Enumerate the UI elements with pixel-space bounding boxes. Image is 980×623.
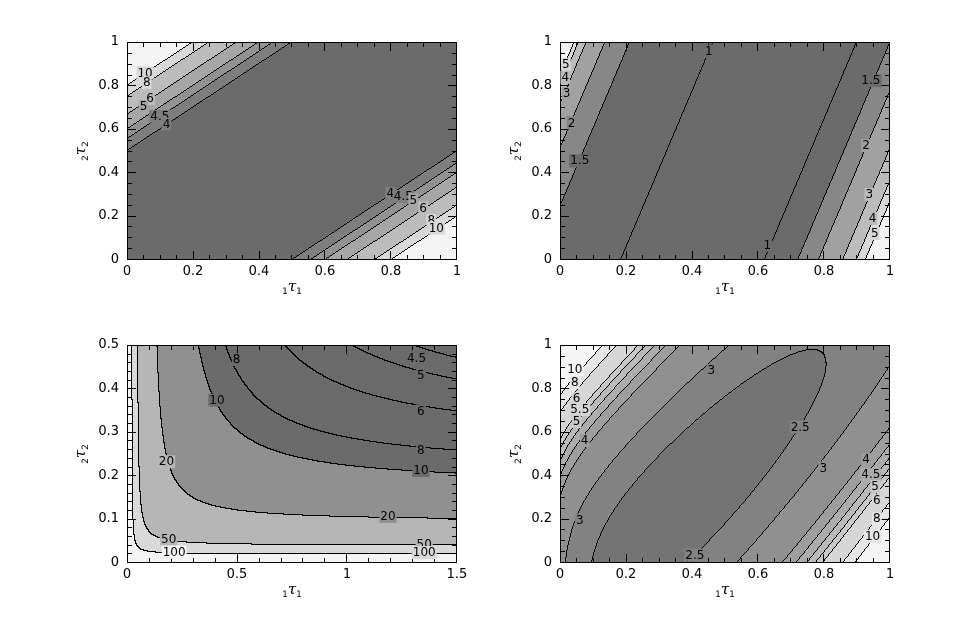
x-tick-label: 0.8 (813, 567, 835, 582)
y-tick-label: 0.8 (531, 380, 552, 396)
x-tick-label: 0.2 (615, 264, 637, 279)
y-tick-label: 0.1 (98, 511, 119, 527)
x-tick-label: 0.2 (182, 264, 204, 279)
y-tick-label: 0 (543, 555, 552, 570)
contour-plot-top-right (560, 42, 890, 260)
y-tick-label: 0.3 (98, 424, 119, 440)
axis-title-prefix: 1 (282, 590, 288, 600)
axis-title-subscript: 2 (514, 444, 524, 450)
axis-title-symbol: τ (287, 277, 297, 295)
x-tick-label: 0 (122, 567, 132, 582)
y-tick-label: 0.6 (98, 121, 119, 137)
y-tick-label: 1 (110, 34, 119, 49)
x-tick-label: 1 (342, 567, 352, 582)
x-axis-title: 1τ1 (282, 277, 302, 297)
x-axis-title: 1τ1 (282, 580, 302, 600)
y-tick-label: 0.2 (98, 467, 119, 483)
y-tick-label: 0.5 (98, 337, 119, 352)
axis-title-prefix: 1 (282, 287, 288, 297)
y-tick-label: 0 (110, 555, 119, 570)
axis-title-prefix: 1 (715, 590, 721, 600)
x-axis-title: 1τ1 (715, 580, 735, 600)
x-tick-label: 0.6 (747, 567, 769, 582)
x-tick-label: 0.2 (615, 567, 637, 582)
y-tick-label: 0 (110, 252, 119, 267)
axis-title-prefix: 2 (514, 458, 524, 464)
axis-title-symbol: τ (720, 277, 730, 295)
axis-title-symbol: τ (504, 449, 522, 459)
x-tick-label: 0 (555, 264, 565, 279)
x-tick-label: 0.4 (681, 567, 703, 582)
contour-plot-top-left (127, 42, 457, 260)
x-tick-label: 1 (885, 264, 895, 279)
y-axis-title: 2τ2 (504, 444, 524, 464)
x-tick-label: 0.5 (226, 567, 248, 582)
x-tick-label: 0.4 (681, 264, 703, 279)
y-tick-label: 0.6 (531, 424, 552, 440)
y-tick-label: 0.4 (98, 380, 119, 396)
x-tick-label: 0.8 (380, 264, 402, 279)
y-tick-label: 0 (543, 252, 552, 267)
axis-title-prefix: 1 (715, 287, 721, 297)
y-tick-label: 1 (543, 34, 552, 49)
contour-plot-bottom-left (127, 345, 457, 563)
y-tick-label: 1 (543, 337, 552, 352)
x-tick-label: 0.8 (813, 264, 835, 279)
y-tick-label: 0.2 (531, 208, 552, 224)
axis-title-subscript: 1 (296, 590, 302, 600)
x-tick-label: 1.5 (446, 567, 468, 582)
y-tick-label: 0.6 (531, 121, 552, 137)
axis-title-subscript: 1 (729, 287, 735, 297)
y-tick-label: 0.4 (98, 164, 119, 180)
y-tick-label: 0.2 (531, 511, 552, 527)
x-axis-title: 1τ1 (715, 277, 735, 297)
axis-title-subscript: 1 (729, 590, 735, 600)
x-tick-label: 0 (122, 264, 132, 279)
x-tick-label: 0.6 (314, 264, 336, 279)
y-tick-label: 0.4 (531, 164, 552, 180)
x-tick-label: 0.6 (747, 264, 769, 279)
axis-title-symbol: τ (287, 580, 297, 598)
axis-title-subscript: 1 (296, 287, 302, 297)
x-tick-label: 0.4 (248, 264, 270, 279)
y-tick-label: 0.2 (98, 208, 119, 224)
x-tick-label: 0 (555, 567, 565, 582)
contour-plot-bottom-right (560, 345, 890, 563)
axis-title-symbol: τ (720, 580, 730, 598)
y-tick-label: 0.8 (98, 77, 119, 93)
y-tick-label: 0.4 (531, 467, 552, 483)
y-tick-label: 0.8 (531, 77, 552, 93)
x-tick-label: 1 (885, 567, 895, 582)
x-tick-label: 1 (452, 264, 462, 279)
